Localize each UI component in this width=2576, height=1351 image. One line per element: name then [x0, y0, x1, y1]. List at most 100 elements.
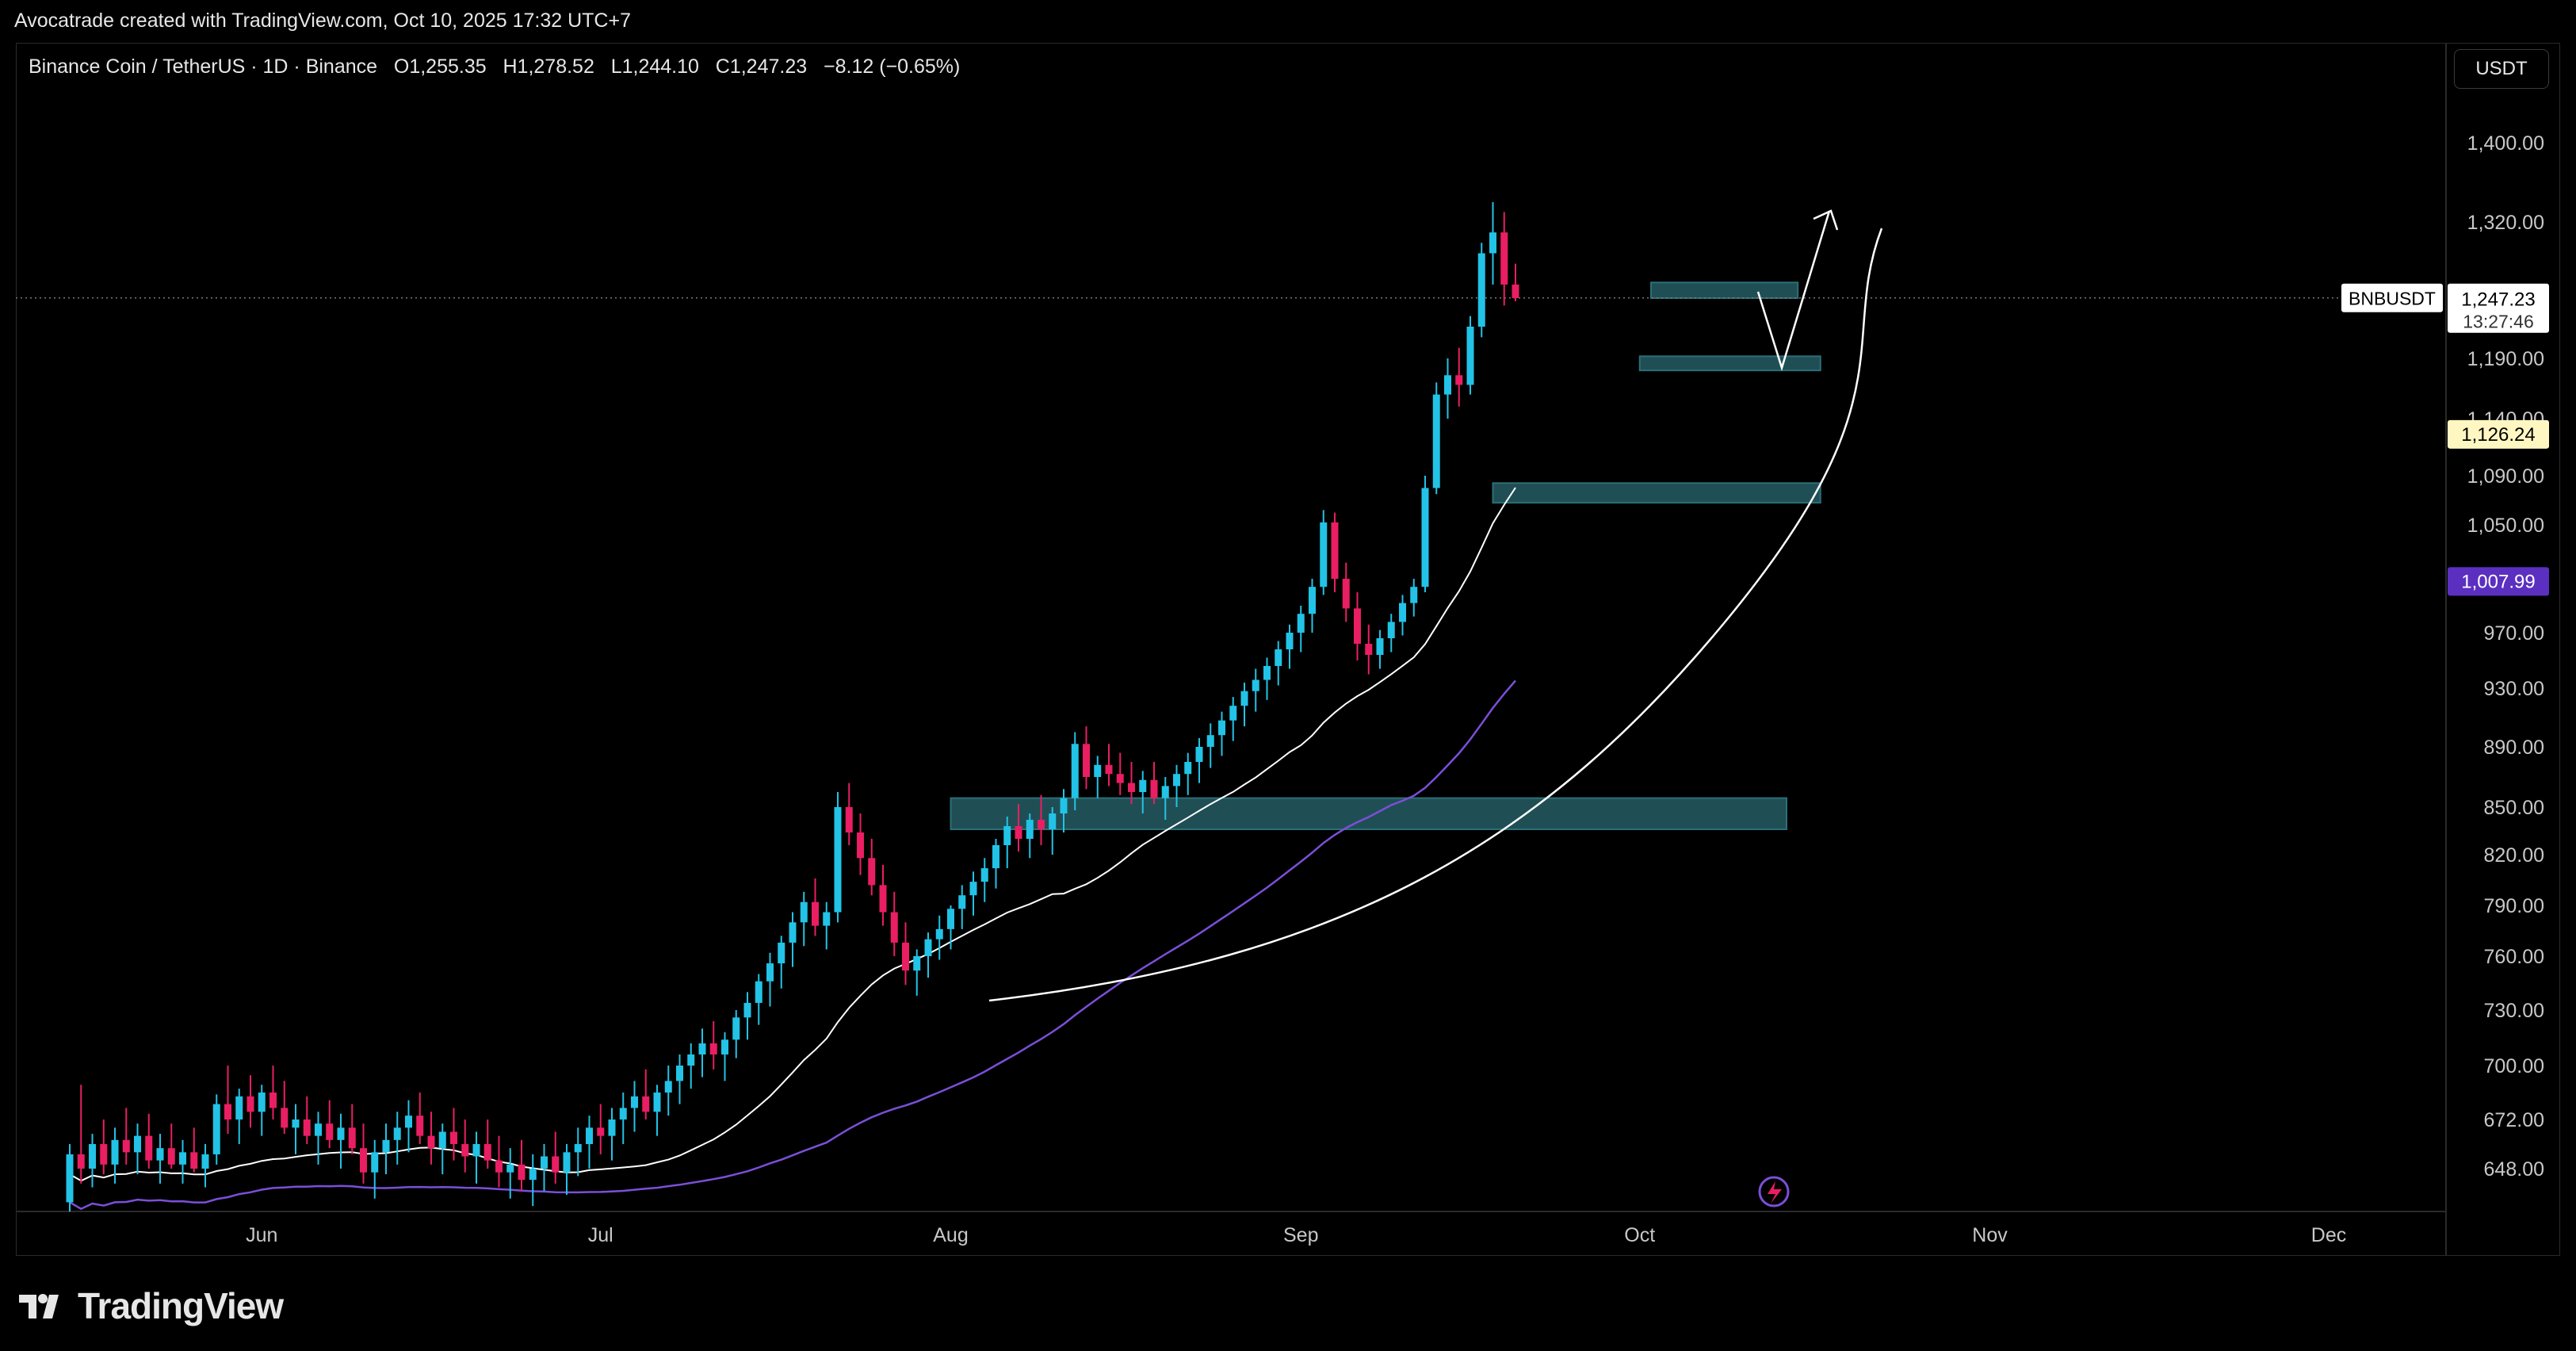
candle-body [743, 1002, 751, 1018]
candle-body [890, 912, 898, 943]
price-tick-label: 672.00 [2484, 1109, 2544, 1131]
candle-body [947, 909, 954, 929]
candle-body [1500, 232, 1508, 285]
candle-body [969, 882, 977, 896]
candle-body [1116, 774, 1124, 783]
candle-body [913, 956, 921, 971]
ma-fast-tag-bg [2448, 419, 2549, 449]
candle-body [529, 1169, 537, 1181]
candle-body [66, 1154, 74, 1203]
candle-body [416, 1116, 424, 1136]
candle-body [1105, 764, 1113, 775]
symbol-legend: Binance Coin / TetherUS · 1D · Binance O… [29, 55, 960, 78]
candle-body [1354, 608, 1361, 644]
last-price-tag-bg [2448, 283, 2549, 333]
candle-body [1015, 826, 1022, 839]
price-tick-label: 700.00 [2484, 1055, 2544, 1077]
lightning-bolt [1768, 1181, 1782, 1204]
price-tick-label: 890.00 [2484, 737, 2544, 759]
candle-body [122, 1139, 130, 1153]
candle-body [1240, 691, 1248, 706]
candle-body [541, 1156, 548, 1169]
candle-body [857, 832, 864, 859]
time-axis-label: Jul [588, 1224, 613, 1246]
candle-body [845, 807, 853, 832]
tradingview-logo-icon [19, 1294, 59, 1318]
candle-body [1184, 762, 1192, 775]
candle-body [77, 1154, 85, 1169]
candle-body [1128, 783, 1135, 792]
candle-body [1309, 587, 1316, 614]
candle-body [371, 1152, 379, 1173]
candle-body [179, 1152, 186, 1165]
candle-body [766, 963, 774, 982]
candle-body [1376, 638, 1384, 655]
parabolic-trend-curve [988, 228, 1883, 1002]
candle-body [879, 885, 887, 913]
time-axis-label: Jun [246, 1224, 277, 1246]
candle-body [619, 1108, 627, 1119]
symbol-tag: BNBUSDT [2349, 289, 2436, 309]
candle-body [1297, 614, 1305, 633]
currency-button[interactable]: USDT [2454, 49, 2549, 89]
candle-body [1026, 820, 1034, 839]
candle-body [1263, 666, 1271, 680]
candle-body [1003, 826, 1011, 845]
time-axis-label: Nov [1972, 1224, 2008, 1246]
price-tick-label: 760.00 [2484, 946, 2544, 968]
candle-body [586, 1127, 593, 1144]
ma-slow-line [69, 679, 1516, 1211]
candle-body [461, 1144, 469, 1157]
legend-change: −8.12 (−0.65%) [824, 55, 961, 78]
candle-body [597, 1127, 605, 1136]
candle-body [868, 858, 876, 886]
candle-body [1049, 813, 1057, 829]
candle-body [100, 1144, 108, 1165]
ma-slow-tag: 1,007.99 [2461, 571, 2535, 592]
time-axis-label: Aug [933, 1224, 968, 1246]
candle-body [247, 1096, 254, 1112]
candle-body [1218, 720, 1225, 736]
price-tick-label: 1,050.00 [2467, 515, 2544, 537]
candle-body [303, 1119, 311, 1136]
projection-arrowhead [1813, 209, 1839, 231]
candle-body [1489, 232, 1496, 254]
candle-body [1094, 764, 1102, 777]
candle-body [687, 1054, 695, 1066]
candle-body [1206, 735, 1214, 747]
candle-body [552, 1156, 560, 1173]
price-tick-label: 970.00 [2484, 622, 2544, 645]
candle-body [292, 1119, 300, 1128]
candle-body [1071, 744, 1079, 798]
candle-body [1229, 706, 1237, 721]
candle-body [1466, 327, 1474, 385]
ma-fast-tag: 1,126.24 [2461, 424, 2535, 446]
candle-body [235, 1096, 243, 1119]
candle-body [664, 1081, 672, 1093]
candle-body [1139, 779, 1147, 792]
candle-body [1421, 488, 1429, 587]
candle-body [563, 1152, 571, 1173]
candle-body [608, 1119, 616, 1136]
candle-body [1286, 633, 1294, 649]
candle-body [1387, 622, 1395, 638]
legend-close: C1,247.23 [715, 55, 808, 78]
projection-path [1756, 210, 1831, 372]
candle-body [1038, 820, 1045, 829]
candle-body [1477, 253, 1485, 327]
candle-body [360, 1148, 367, 1173]
price-tick-label: 1,090.00 [2467, 465, 2544, 488]
candle-body [405, 1116, 412, 1128]
candle-body [1399, 603, 1406, 622]
candle-body [924, 939, 932, 956]
candle-body [721, 1039, 728, 1054]
candle-body [201, 1154, 209, 1169]
candle-body [1195, 747, 1203, 762]
candle-body [450, 1131, 457, 1144]
lightning-icon [1758, 1176, 1790, 1207]
last-price-tag: 1,247.23 [2461, 289, 2535, 311]
price-tick-label: 790.00 [2484, 895, 2544, 917]
candle-body [258, 1093, 266, 1112]
candle-body [992, 845, 999, 869]
tradingview-logo[interactable]: TradingView [17, 1284, 284, 1327]
